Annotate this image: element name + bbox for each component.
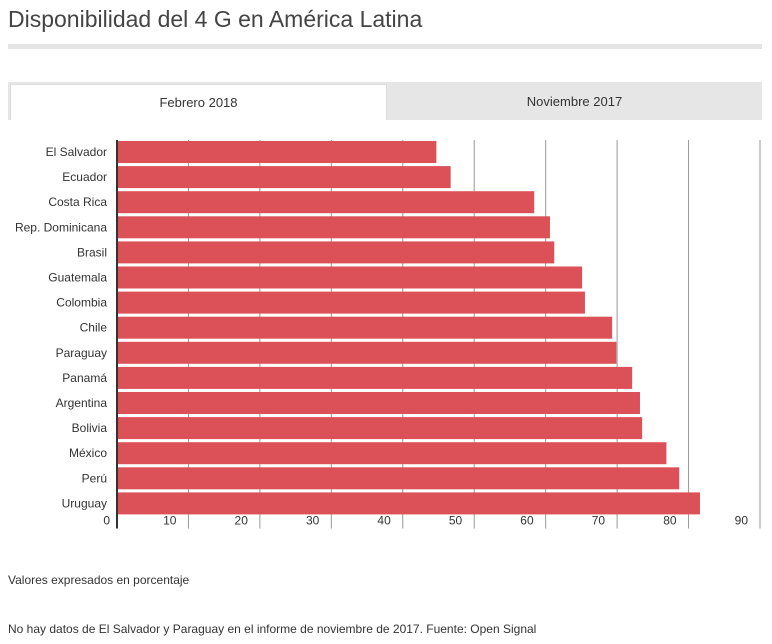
source-note: No hay datos de El Salvador y Paraguay e… [8,622,537,636]
category-label: El Salvador [46,145,107,159]
bar [117,291,585,314]
x-tick-label: 40 [377,514,391,528]
category-label: Panamá [62,371,107,385]
bar [117,316,613,339]
category-label: Perú [82,471,107,485]
bar [117,417,643,440]
bar [117,366,633,389]
units-note: Valores expresados en porcentaje [8,573,190,587]
bar [117,216,550,239]
category-label: Uruguay [62,496,107,510]
bar [117,141,437,163]
category-label: Chile [80,321,108,335]
bar [117,492,700,515]
x-tick-label: 20 [235,514,249,528]
bar [117,442,667,465]
category-label: Colombia [56,296,107,310]
title-divider [8,44,762,49]
bar [117,266,583,289]
x-tick-label: 50 [449,514,463,528]
bar [117,191,535,214]
bar [117,166,451,189]
category-label: Brasil [77,245,107,259]
page-title: Disponibilidad del 4 G en América Latina [8,6,423,32]
x-tick-label: 0 [103,514,110,528]
category-label: Bolivia [72,421,108,435]
category-label: Ecuador [62,170,107,184]
category-label: Costa Rica [48,195,107,209]
x-tick-label: 70 [592,514,606,528]
category-label: Argentina [56,396,108,410]
bar [117,241,555,264]
x-tick-label: 60 [520,514,534,528]
category-label: Paraguay [56,346,107,360]
category-label: México [69,446,107,460]
x-tick-label: 30 [306,514,320,528]
category-label: Rep. Dominicana [15,220,107,234]
category-label: Guatemala [48,271,107,285]
tab-bar: Febrero 2018 Noviembre 2017 [8,82,762,120]
x-tick-label: 10 [163,514,177,528]
x-tick-label: 80 [663,514,677,528]
bar-chart: 0 10 20 30 40 50 60 70 80 90 El Salvador Ecuador Cos… [15,140,761,529]
tab-noviembre-2017[interactable]: Noviembre 2017 [526,93,623,109]
x-tick-label: 90 [735,514,749,528]
bar [117,467,680,490]
tab-febrero-2018[interactable]: Febrero 2018 [10,84,387,120]
bar [117,392,640,414]
bar [117,341,617,364]
